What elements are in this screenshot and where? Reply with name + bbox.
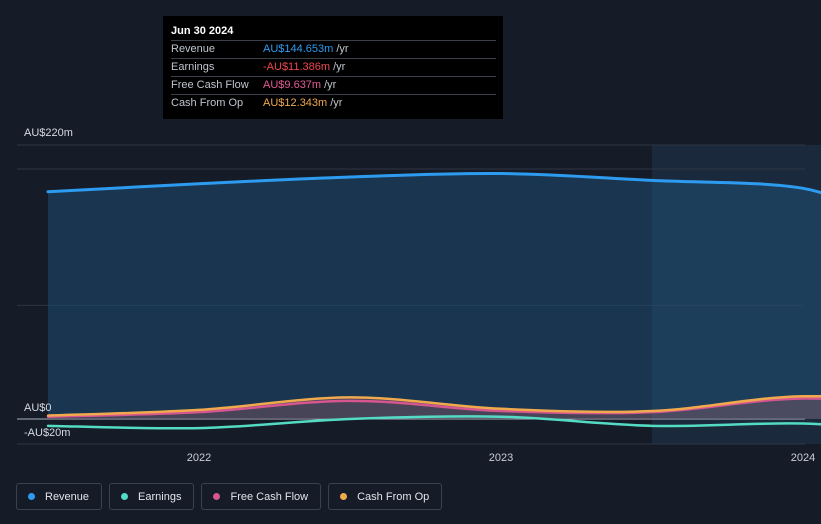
legend-label: Free Cash Flow [230,490,309,503]
legend-item-free-cash-flow[interactable]: Free Cash Flow [201,483,322,510]
revenue-area [48,173,821,419]
y-tick-label: -AU$20m [24,427,70,439]
legend: Revenue Earnings Free Cash Flow Cash Fro… [16,483,443,510]
tooltip-unit: /yr [330,97,343,109]
y-tick-label: AU$220m [24,127,73,139]
tooltip-unit: /yr [333,61,346,73]
series-line-revenue [46,171,821,195]
series-line-cash-from-op [46,394,821,417]
tooltip-value: -AU$11.386m [263,61,331,73]
tooltip-date: Jun 30 2024 [171,25,234,37]
tooltip-value: AU$144.653m [263,43,334,55]
series-line-earnings [46,415,821,430]
x-tick-label: 2023 [489,452,513,464]
legend-dot-icon [213,493,221,500]
legend-item-cash-from-op[interactable]: Cash From Op [328,483,443,510]
legend-label: Revenue [45,490,90,503]
series-line-free-cash-flow [46,397,821,418]
tooltip-unit: /yr [324,79,337,91]
tooltip-value: AU$12.343m [263,97,328,109]
legend-label: Cash From Op [357,490,430,503]
legend-item-revenue[interactable]: Revenue [16,483,103,510]
x-tick-label: 2024 [791,452,815,464]
legend-item-earnings[interactable]: Earnings [109,483,195,510]
legend-label: Earnings [138,490,182,503]
tooltip-row-cash-from-op: Cash From Op AU$12.343m /yr [171,94,496,112]
tooltip-row-earnings: Earnings -AU$11.386m /yr [171,58,496,76]
legend-dot-icon [28,493,35,500]
tooltip-row-free-cash-flow: Free Cash Flow AU$9.637m /yr [171,76,496,94]
y-tick-label: AU$0 [24,402,52,414]
legend-dot-icon [121,493,129,500]
tooltip-row-revenue: Revenue AU$144.653m /yr [171,40,496,58]
past-region [652,145,821,444]
tooltip-unit: /yr [336,43,349,55]
tooltip-label: Revenue [171,43,216,55]
tooltip-label: Earnings [171,61,215,73]
tooltip-label: Free Cash Flow [171,79,249,91]
tooltip: Jun 30 2024 Revenue AU$144.653m /yr Earn… [163,16,503,119]
legend-dot-icon [340,493,348,500]
x-tick-label: 2022 [187,452,211,464]
tooltip-value: AU$9.637m [263,79,322,91]
tooltip-label: Cash From Op [171,97,244,109]
